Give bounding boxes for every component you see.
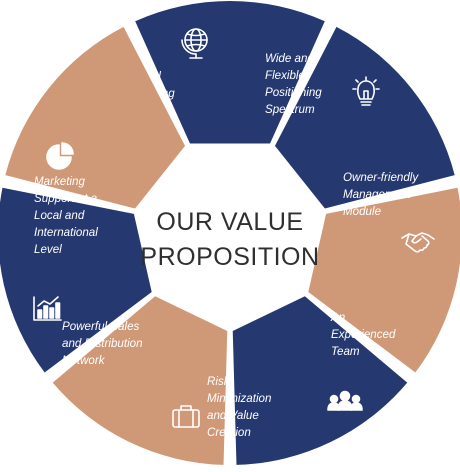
segment-label: Risk Minimization and Value Creation [207, 375, 271, 439]
pie-chart-icon [46, 142, 74, 170]
segment-shape [52, 296, 228, 465]
bar-chart-icon [33, 296, 62, 321]
segment-owner-friendly-management-module: Owner-friendly Management Module [308, 171, 460, 373]
segment-label-line: Network [62, 354, 106, 367]
segment-label-line: Owner-friendly [343, 171, 419, 184]
team-icon [327, 390, 363, 411]
segment-label-line: Marketing [34, 175, 85, 188]
segment-shape [0, 187, 152, 373]
segment-label-line: An [330, 311, 345, 324]
segment-powerful-sales-and-distribution-network: Powerful Sales and Distribution Network [0, 187, 152, 373]
segment-label: Wide and Flexible Positioning Spectrum [265, 52, 322, 116]
segment-label-line: Local and [34, 209, 85, 222]
segment-risk-minimization-and-value-creation: Risk Minimization and Value Creation [52, 296, 271, 465]
segment-shape [308, 187, 460, 373]
segment-label: Owner-friendly Management Module [343, 171, 419, 218]
segment-label: Powerful Sales and Distribution Network [62, 320, 143, 367]
segment-label-line: International [34, 226, 98, 239]
segment-label-line: Module [343, 205, 382, 218]
handshake-icon [401, 232, 435, 253]
globe-icon [181, 28, 208, 59]
segment-label-line: Spectrum [265, 103, 315, 116]
segment-label-line: Level [34, 243, 62, 256]
segment-label-line: and Distribution [62, 337, 143, 350]
segment-shape [232, 296, 408, 465]
segment-label: An Experienced Team [330, 311, 396, 358]
segment-label-line: Management [343, 188, 411, 201]
segment-label-line: Experienced [331, 328, 396, 341]
segment-label-line: Wide and [265, 52, 314, 65]
segment-wide-and-flexible-positioning-spectrum: Wide and Flexible Positioning Spectrum [265, 26, 455, 209]
segment-shape [135, 1, 325, 144]
briefcase-icon [172, 405, 200, 428]
segment-label: Marketing Support at a Local and Internatio… [34, 175, 98, 256]
lightbulb-icon [352, 76, 380, 106]
segment-label-line: Powerful Sales [62, 320, 140, 333]
segment-label-line: Risk [207, 375, 231, 388]
segment-shape [274, 26, 455, 209]
segment-label-line: Support at a [34, 192, 98, 205]
segment-marketing-support-at-a-local-and-international-level: Marketing Support at a Local and Internatio… [5, 26, 186, 256]
center-title-line-1: OUR VALUE [156, 208, 303, 236]
center-title-line-2: PROPOSITION [140, 243, 319, 271]
segment-label-line: and Value [207, 409, 259, 422]
segment-an-experienced-team: An Experienced Team [232, 296, 408, 465]
segment-label-line: Flexible [265, 69, 306, 82]
segment-label-line: Team [331, 345, 360, 358]
center-title: OUR VALUE PROPOSITION [140, 208, 319, 271]
segment-label-line: Creation [207, 426, 251, 439]
segment-label-line: Minimization [207, 392, 271, 405]
segment-label-line: Positioning [265, 86, 322, 99]
